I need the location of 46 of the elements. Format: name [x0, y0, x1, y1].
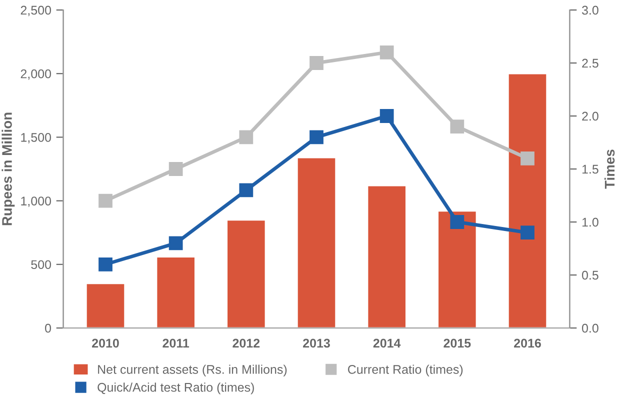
point: [520, 226, 534, 240]
point: [520, 151, 534, 166]
point: [310, 56, 324, 70]
y-tick-label: 1,000: [21, 196, 52, 207]
x-tick-label: 2013: [303, 338, 330, 348]
x-tick-label: 2015: [444, 338, 471, 348]
y2-tick-label: 1.0: [582, 218, 598, 227]
y-tick-label: 2,500: [20, 6, 52, 16]
bar: [296, 156, 337, 328]
y-axis-title: Rupees in Million: [2, 112, 15, 226]
y-tick-label: 500: [31, 260, 52, 270]
bar: [156, 256, 196, 328]
y-tick-label: 1,500: [21, 133, 52, 144]
y2-tick-label: 0.5: [582, 270, 598, 280]
y2-tick-label: 3.0: [582, 6, 598, 15]
x-tick-label: 2012: [232, 338, 260, 348]
point: [239, 183, 254, 198]
point: [450, 215, 464, 229]
bar: [437, 210, 478, 328]
y2-tick-label: 2.5: [582, 58, 598, 68]
y-tick-label: 2,000: [20, 69, 52, 80]
x-tick-label: 2011: [162, 338, 190, 348]
x-tick-label: 2014: [373, 338, 401, 348]
legend-label: Current Ratio (times): [348, 364, 463, 376]
point: [450, 120, 464, 134]
point: [380, 45, 394, 60]
y2-axis-title: Times: [604, 150, 615, 189]
point: [168, 162, 183, 176]
bar: [226, 219, 266, 328]
point: [239, 130, 254, 144]
y2-tick-label: 1.5: [582, 164, 598, 174]
point: [310, 130, 324, 144]
point: [98, 194, 112, 208]
x-tick-label: 2010: [92, 338, 119, 348]
point: [380, 109, 394, 123]
legend-label: Net current assets (Rs. in Millions): [98, 364, 287, 376]
y2-tick-label: 0.0: [582, 324, 598, 333]
y-tick-label: 0: [45, 324, 52, 333]
bar: [507, 72, 548, 328]
point: [168, 236, 183, 250]
y2-tick-label: 2.0: [582, 112, 598, 121]
point: [98, 257, 112, 272]
bar: [366, 184, 407, 328]
bar: [85, 282, 126, 328]
legend-label: Quick/Acid test Ratio (times): [98, 382, 254, 394]
x-tick-label: 2016: [514, 338, 541, 348]
